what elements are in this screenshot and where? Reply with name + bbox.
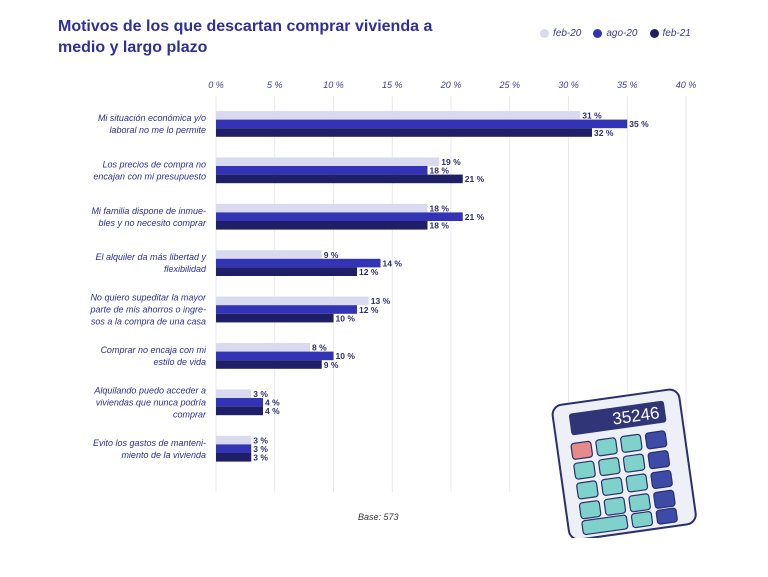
data-label: 18 % [430,166,450,176]
legend-item-ago-20: ago-20 [593,28,638,39]
data-label: 3 % [253,444,268,454]
legend-label: feb-21 [662,28,691,39]
category-label: comprar [173,409,207,419]
bar [216,157,440,166]
bar [216,406,263,416]
x-tick-label: 25 % [498,80,520,90]
bar [216,128,592,137]
data-label: 18 % [430,221,450,231]
data-label: 10 % [336,351,356,361]
bar [216,360,322,369]
bar [216,250,322,259]
category-label: miento de la vivienda [121,450,206,460]
x-tick-label: 20 % [440,80,462,90]
legend-swatch [540,29,549,38]
legend-label: ago-20 [606,28,638,39]
bar [216,111,581,120]
bar [216,343,310,352]
data-label: 4 % [265,406,280,416]
bar [216,305,357,314]
data-label: 19 % [441,157,461,167]
data-label: 12 % [359,305,379,315]
data-label: 12 % [359,267,379,277]
data-label: 18 % [430,203,450,213]
data-label: 4 % [265,398,280,408]
category-label: Los precios de compra no [102,159,206,169]
bar [216,267,357,276]
legend-label: feb-20 [553,28,582,39]
data-label: 21 % [465,212,485,222]
x-tick-label: 0 % [208,80,224,90]
data-label: 3 % [253,389,268,399]
data-label: 21 % [465,174,485,184]
data-label: 9 % [324,250,339,260]
category-label: Alquilando puedo acceder a [93,385,206,395]
category-label: No quiero supeditar la mayor [90,293,207,303]
bar [216,221,428,230]
legend-item-feb-21: feb-21 [649,28,691,39]
legend-item-feb-20: feb-20 [540,28,581,39]
data-label: 9 % [324,360,339,370]
category-label: laboral no me lo permite [109,125,206,135]
category-label: estilo de vida [153,357,206,367]
legend: feb-20 ago-20 feb-21 [540,28,691,39]
data-label: 3 % [253,435,268,445]
category-label: Mi familia dispone de inmue- [91,206,206,216]
legend-swatch [593,29,603,38]
data-label: 35 % [629,119,649,129]
bar [216,119,628,129]
data-label: 32 % [594,128,614,138]
bar [216,435,252,445]
x-tick-label: 30 % [558,80,579,90]
x-tick-label: 10 % [323,80,344,90]
bar [216,296,369,306]
category-label: El alquiler da más libertad y [95,252,206,262]
x-tick-label: 40 % [676,80,697,90]
data-label: 14 % [383,258,403,268]
category-label: Comprar no encaja con mi [100,345,207,355]
data-label: 10 % [336,313,356,323]
x-tick-label: 15 % [382,80,403,90]
x-tick-label: 5 % [267,80,283,90]
bar [216,203,428,213]
bar [216,389,252,398]
bar [216,444,252,453]
data-label: 13 % [371,296,391,306]
category-label: bles y no necesito comprar [98,218,207,228]
bar [216,174,463,184]
category-label: Evito los gastos de manteni- [93,438,206,448]
chart-title: Motivos de los que descartan comprar viv… [58,18,433,56]
category-label: flexibilidad [164,264,207,274]
data-label: 31 % [582,111,602,121]
category-label: parte de mis ahorros o ingre- [89,305,206,315]
category-label: encajan con mi presupuesto [93,171,206,181]
legend-swatch [649,29,659,38]
base-note: Base: 573 [358,512,399,522]
bar [216,313,334,323]
bar [216,212,463,221]
bar [216,453,252,462]
category-label: viviendas que nunca podría [96,397,206,407]
bar [216,398,263,407]
category-label: Mi situación económica y/o [98,113,206,123]
bar [216,166,428,175]
x-tick-label: 35 % [617,80,638,90]
data-label: 8 % [312,343,327,353]
calculator-icon: 35246 [551,388,697,538]
bar [216,258,381,268]
bar [216,351,334,361]
category-label: sos a la compra de una casa [91,317,206,327]
data-label: 3 % [253,453,268,463]
